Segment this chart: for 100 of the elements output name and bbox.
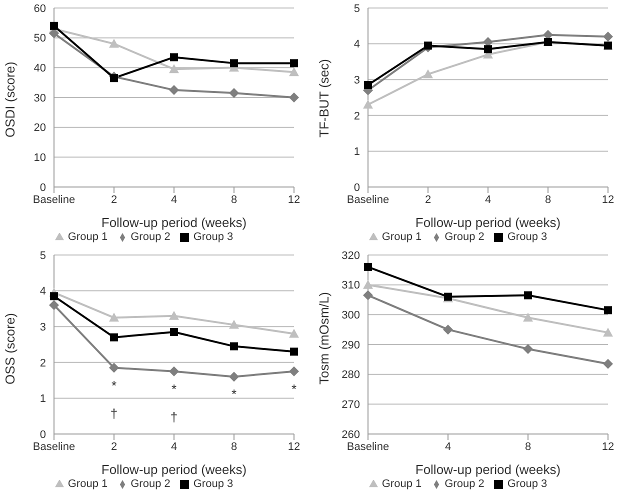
legend-label: Group 1 bbox=[382, 231, 422, 243]
point bbox=[109, 362, 119, 373]
x-tick-label: 12 bbox=[288, 440, 300, 453]
legend-label: Group 3 bbox=[507, 478, 548, 490]
annotation: * bbox=[111, 378, 117, 393]
y-tick-label: 0 bbox=[40, 182, 46, 194]
y-tick-label: 2 bbox=[40, 357, 46, 370]
point bbox=[363, 290, 373, 300]
point bbox=[169, 310, 179, 320]
point bbox=[169, 366, 179, 376]
point bbox=[290, 59, 298, 68]
point bbox=[49, 300, 59, 310]
y-axis-title: OSS (score) bbox=[2, 312, 18, 384]
y-tick-label: 50 bbox=[34, 32, 46, 45]
x-tick-label: Baseline bbox=[346, 194, 390, 206]
point bbox=[603, 32, 613, 42]
point bbox=[169, 64, 179, 74]
y-tick-label: 2 bbox=[354, 110, 360, 122]
legend-label: Group 3 bbox=[193, 478, 234, 490]
x-tick-label: Baseline bbox=[32, 440, 76, 453]
point bbox=[603, 358, 613, 369]
y-axis-title: Tosm (mOsm/L) bbox=[316, 292, 332, 384]
point bbox=[289, 328, 299, 338]
legend-label: Group 2 bbox=[444, 478, 484, 490]
x-tick-label: 8 bbox=[230, 440, 238, 453]
x-axis-title: Follow-up period (weeks) bbox=[415, 462, 561, 477]
y-tick-label: 0 bbox=[40, 428, 46, 441]
legend-label: Group 1 bbox=[68, 478, 108, 490]
point bbox=[170, 53, 178, 62]
point bbox=[289, 67, 299, 76]
point bbox=[523, 344, 533, 354]
x-tick-label: 8 bbox=[544, 194, 552, 206]
point bbox=[289, 92, 299, 102]
y-tick-label: 4 bbox=[40, 286, 46, 298]
annotation: † bbox=[170, 409, 178, 424]
point bbox=[230, 59, 238, 68]
point bbox=[523, 312, 533, 322]
y-tick-label: 30 bbox=[34, 92, 46, 104]
y-tick-label: 4 bbox=[354, 38, 360, 51]
y-tick-label: 270 bbox=[342, 399, 360, 412]
y-axis-title: OSDI (score) bbox=[2, 62, 18, 138]
y-tick-label: 5 bbox=[40, 250, 46, 262]
point bbox=[423, 69, 433, 78]
point bbox=[229, 320, 239, 329]
y-tick-label: 260 bbox=[342, 428, 360, 441]
point bbox=[364, 262, 372, 271]
y-axis-title: TF-BUT (sec) bbox=[316, 59, 332, 138]
point bbox=[363, 100, 373, 109]
point bbox=[170, 328, 178, 336]
annotation: * bbox=[291, 381, 297, 396]
legend-label: Group 2 bbox=[130, 231, 170, 243]
y-tick-label: 310 bbox=[342, 280, 360, 292]
x-tick-label: 4 bbox=[444, 440, 452, 453]
annotation: † bbox=[110, 406, 118, 421]
y-tick-label: 10 bbox=[34, 152, 46, 164]
y-tick-label: 0 bbox=[354, 182, 360, 194]
legend-label: Group 2 bbox=[130, 478, 170, 490]
point bbox=[424, 42, 432, 50]
x-axis-title: Follow-up period (weeks) bbox=[101, 215, 247, 230]
point bbox=[229, 88, 239, 98]
y-tick-label: 320 bbox=[342, 250, 360, 262]
legend-label: Group 3 bbox=[507, 231, 548, 243]
point bbox=[50, 22, 58, 30]
y-tick-label: 280 bbox=[342, 369, 360, 382]
y-tick-label: 300 bbox=[342, 310, 360, 322]
point bbox=[109, 312, 119, 322]
point bbox=[443, 324, 453, 335]
x-tick-label: 12 bbox=[602, 440, 614, 453]
point bbox=[363, 280, 373, 289]
point bbox=[603, 328, 613, 337]
legend-label: Group 1 bbox=[382, 478, 422, 490]
x-tick-label: 4 bbox=[170, 194, 178, 206]
point bbox=[49, 28, 59, 38]
point bbox=[364, 80, 372, 89]
x-axis-title: Follow-up period (weeks) bbox=[415, 215, 561, 230]
x-tick-label: 8 bbox=[230, 194, 238, 206]
x-tick-label: Baseline bbox=[346, 440, 390, 453]
point bbox=[604, 306, 612, 314]
point bbox=[230, 342, 238, 350]
annotation: * bbox=[171, 381, 177, 396]
point bbox=[524, 291, 532, 300]
annotation: * bbox=[231, 386, 237, 402]
x-axis-title: Follow-up period (weeks) bbox=[101, 462, 247, 477]
point bbox=[50, 292, 58, 300]
point bbox=[110, 74, 118, 82]
legend-label: Group 1 bbox=[68, 231, 108, 243]
x-tick-label: 8 bbox=[524, 440, 532, 453]
x-tick-label: 4 bbox=[484, 194, 492, 206]
y-tick-label: 1 bbox=[40, 393, 46, 406]
x-tick-label: 12 bbox=[288, 194, 300, 206]
point bbox=[484, 45, 492, 54]
y-tick-label: 3 bbox=[354, 74, 360, 87]
y-tick-label: 3 bbox=[40, 322, 46, 334]
y-tick-label: 20 bbox=[34, 122, 46, 134]
y-tick-label: 60 bbox=[34, 2, 46, 15]
point bbox=[109, 38, 119, 48]
point bbox=[229, 372, 239, 382]
x-tick-label: 2 bbox=[424, 194, 432, 206]
legend-label: Group 2 bbox=[444, 231, 484, 243]
point bbox=[290, 348, 298, 356]
